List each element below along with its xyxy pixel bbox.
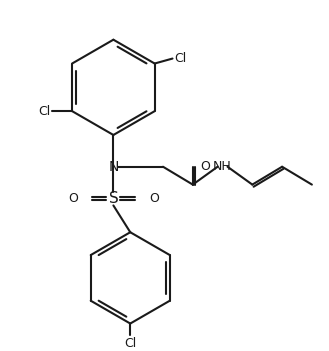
Text: S: S xyxy=(109,191,118,206)
Text: Cl: Cl xyxy=(174,52,187,65)
Text: N: N xyxy=(108,160,118,174)
Text: Cl: Cl xyxy=(124,337,137,350)
Text: Cl: Cl xyxy=(38,105,50,118)
Text: NH: NH xyxy=(213,160,232,173)
Text: O: O xyxy=(201,160,211,173)
Text: O: O xyxy=(68,192,78,205)
Text: O: O xyxy=(149,192,159,205)
